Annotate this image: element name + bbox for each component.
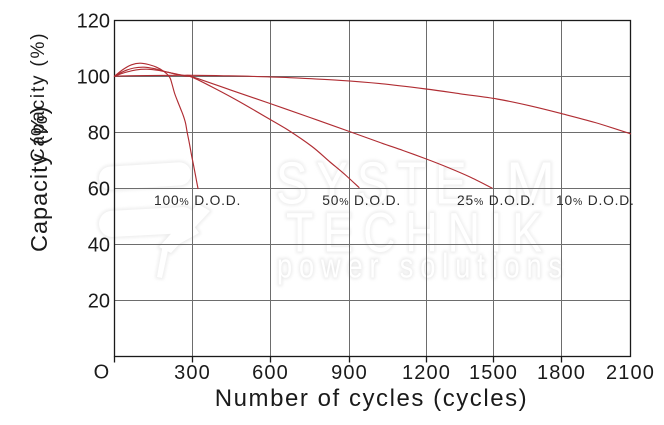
svg-text:Capacity (%): Capacity (%) — [28, 32, 49, 162]
svg-text:O: O — [94, 362, 111, 384]
svg-text:900: 900 — [331, 362, 368, 384]
svg-text:300: 300 — [174, 362, 211, 384]
svg-text:25% D.O.D.: 25% D.O.D. — [457, 193, 536, 208]
svg-text:M: M — [506, 151, 555, 217]
svg-text:50% D.O.D.: 50% D.O.D. — [322, 193, 401, 208]
svg-text:power solutions: power solutions — [277, 247, 569, 286]
svg-text:40: 40 — [88, 235, 110, 257]
svg-text:1200: 1200 — [402, 362, 451, 384]
svg-text:Capacity (%): Capacity (%) — [26, 105, 52, 252]
svg-text:20: 20 — [88, 291, 110, 313]
svg-text:SYSTE: SYSTE — [276, 152, 476, 217]
svg-text:80: 80 — [88, 122, 110, 144]
svg-text:power solutions: power solutions — [277, 247, 569, 286]
svg-text:M: M — [506, 151, 555, 217]
svg-text:100% D.O.D.: 100% D.O.D. — [154, 193, 241, 208]
svg-text:1800: 1800 — [537, 362, 586, 384]
svg-text:2100: 2100 — [606, 362, 655, 384]
svg-text:120: 120 — [77, 10, 110, 32]
svg-text:1500: 1500 — [469, 362, 518, 384]
svg-text:TECHNIK: TECHNIK — [286, 201, 552, 264]
svg-text:TECHNIK: TECHNIK — [286, 201, 552, 264]
svg-text:Number of cycles (cycles): Number of cycles (cycles) — [215, 385, 528, 412]
svg-text:100: 100 — [77, 66, 110, 88]
svg-text:600: 600 — [252, 362, 289, 384]
svg-text:60: 60 — [88, 179, 110, 201]
svg-text:10% D.O.D.: 10% D.O.D. — [556, 193, 635, 208]
